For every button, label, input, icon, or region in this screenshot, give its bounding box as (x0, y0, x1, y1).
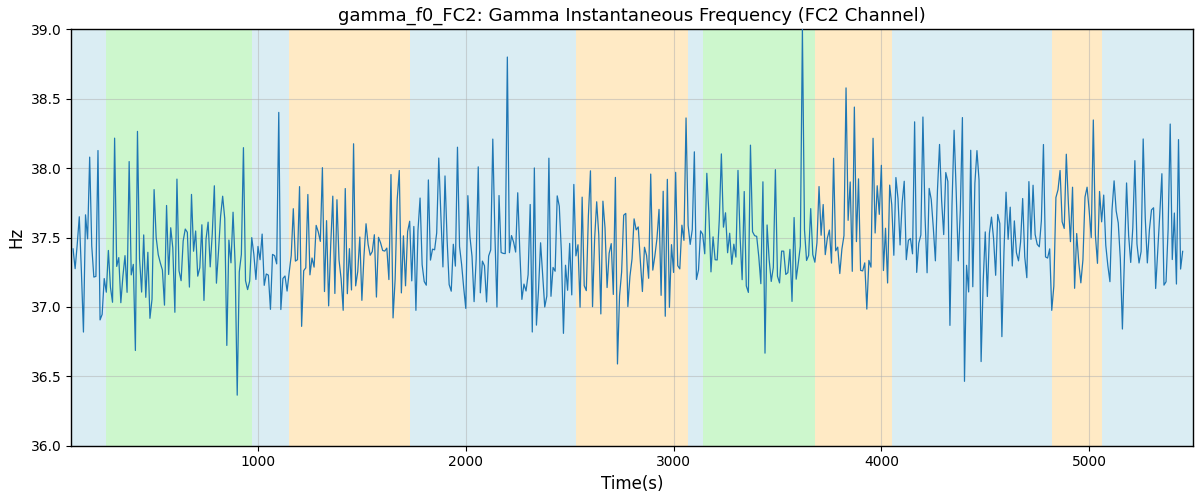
Bar (1102, 30, 1193, 446)
Bar (289, 30, 409, 446)
Bar (1051, 30, 1102, 446)
Bar (576, 30, 688, 446)
Bar (252, 30, 289, 446)
Bar (71, 30, 107, 446)
Title: gamma_f0_FC2: Gamma Instantaneous Frequency (FC2 Channel): gamma_f0_FC2: Gamma Instantaneous Freque… (338, 7, 926, 25)
Bar (703, 30, 815, 446)
Bar (409, 30, 576, 446)
X-axis label: Time(s): Time(s) (601, 475, 664, 493)
Bar (107, 30, 252, 446)
Bar (815, 30, 892, 446)
Bar (892, 30, 1051, 446)
Y-axis label: Hz: Hz (7, 227, 25, 248)
Bar (688, 30, 703, 446)
